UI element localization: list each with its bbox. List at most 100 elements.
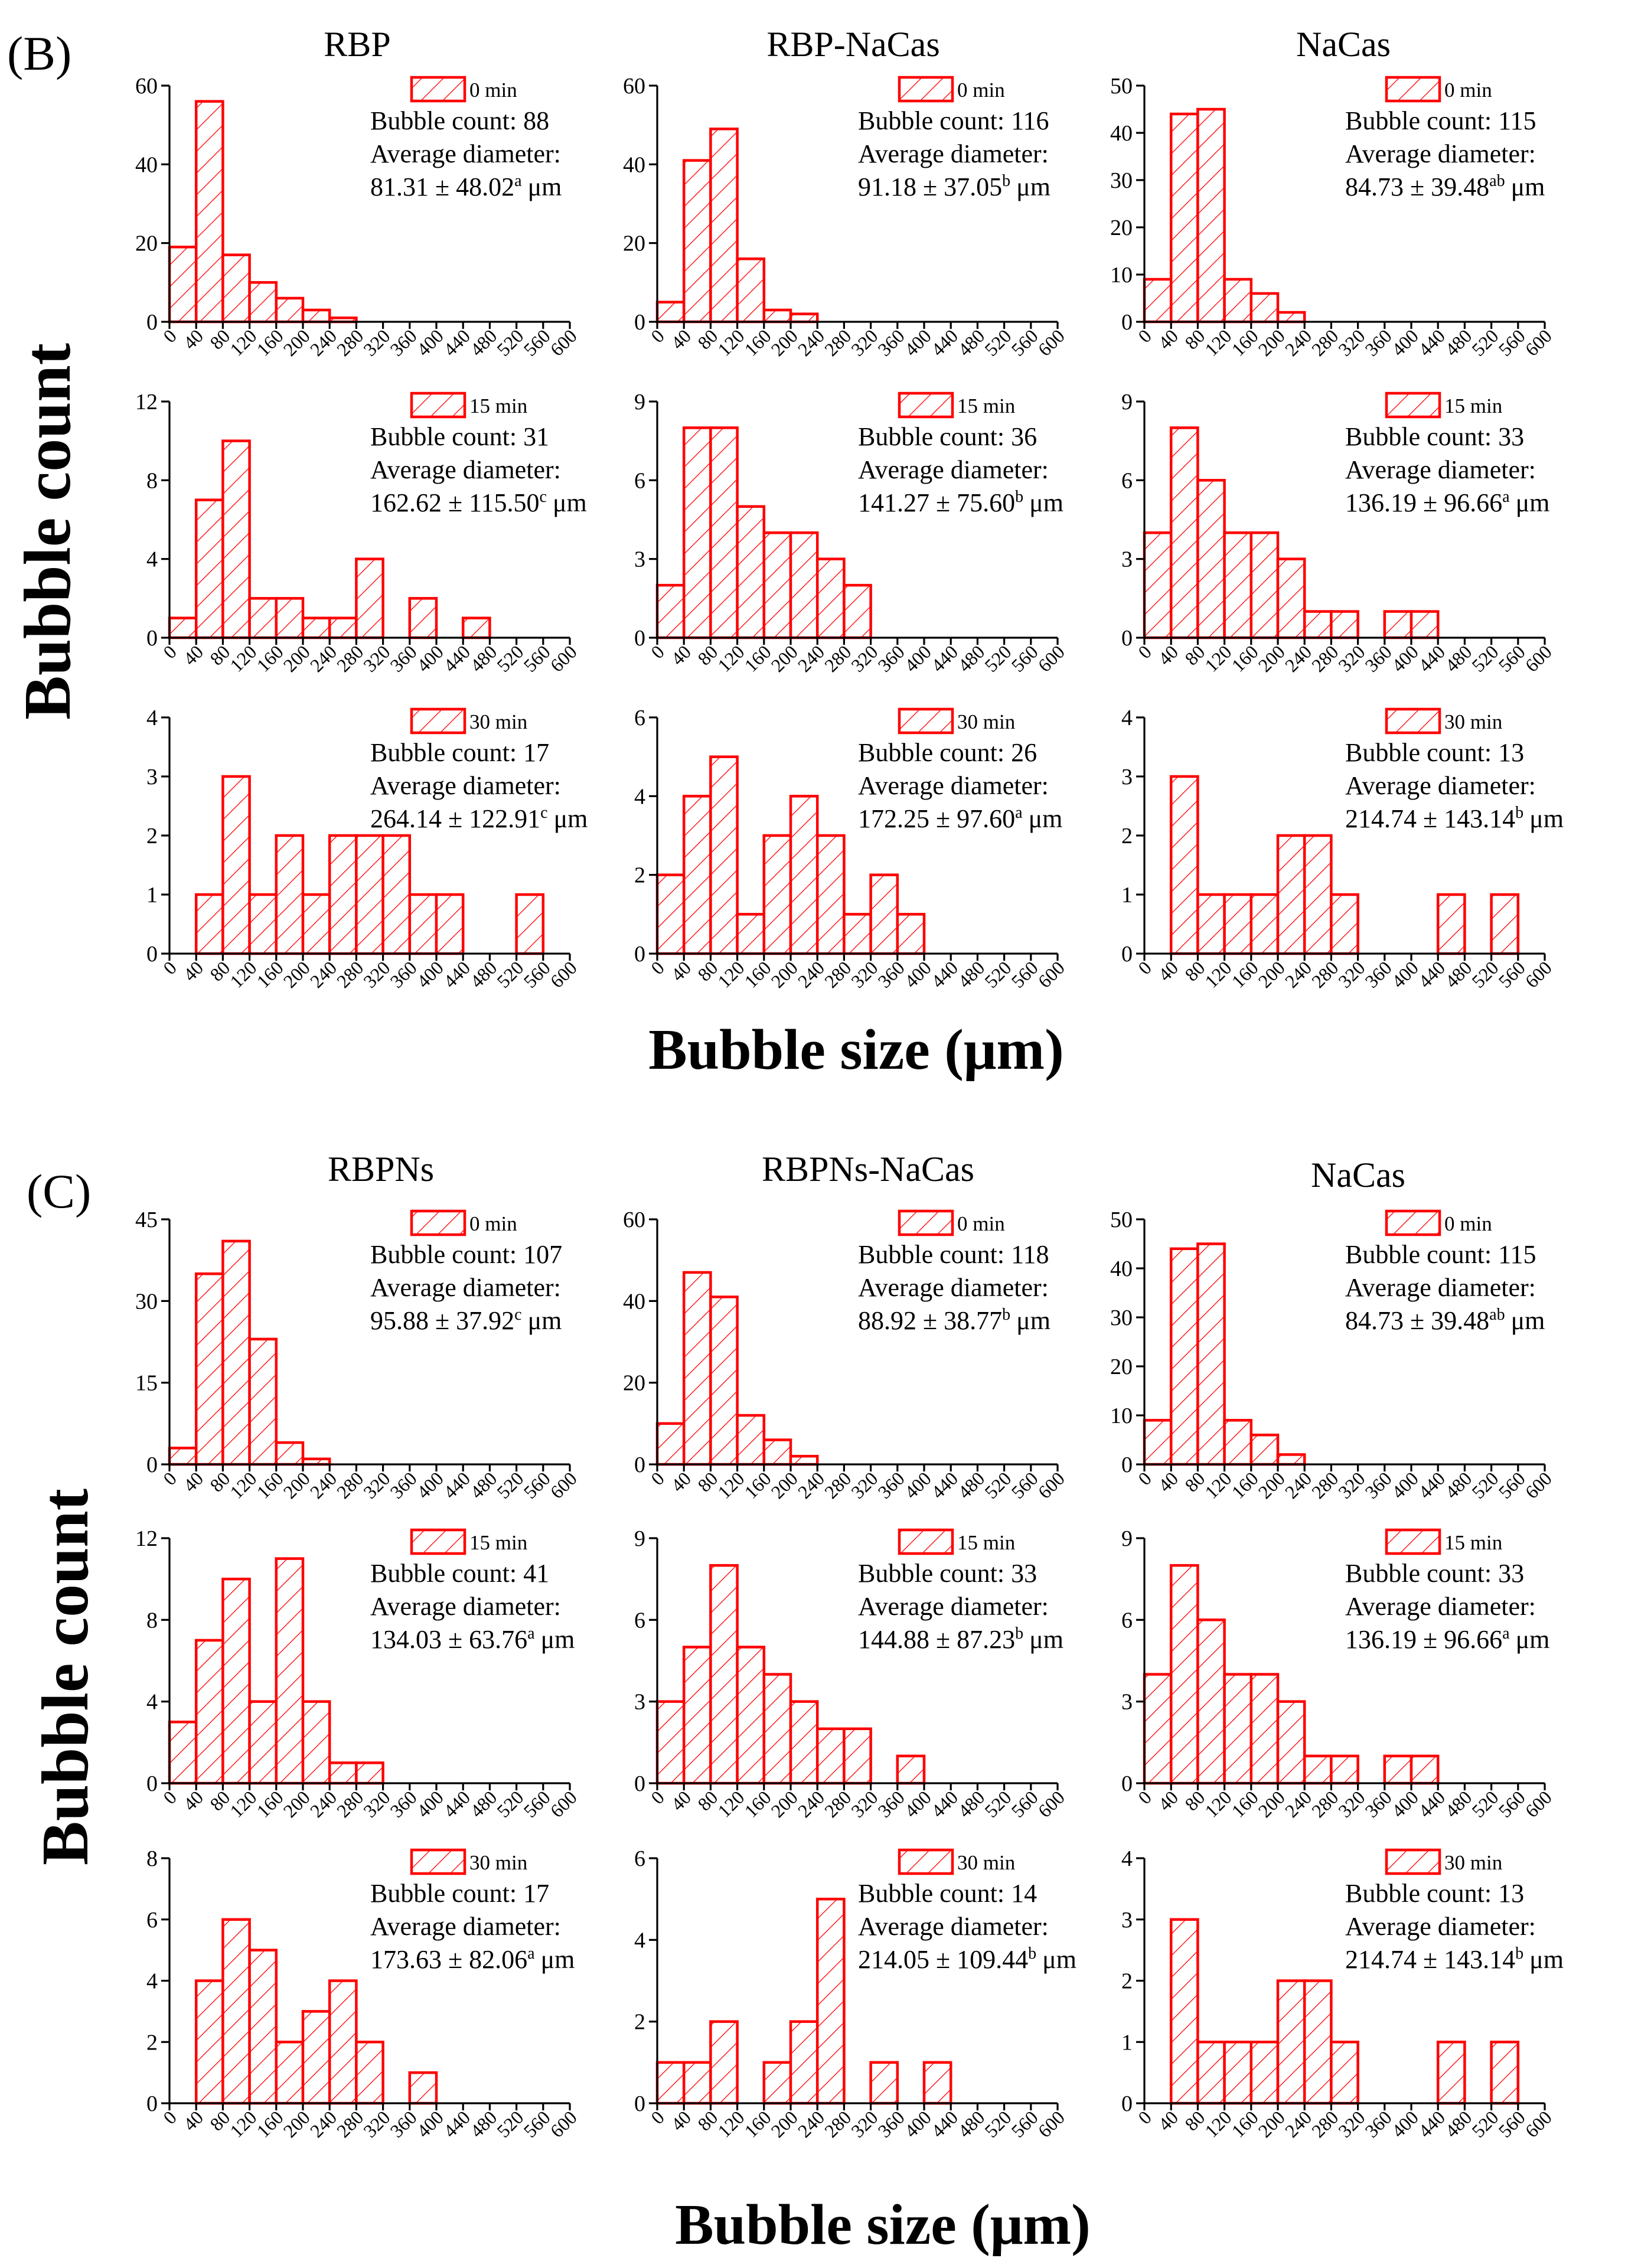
legend-swatch xyxy=(1385,1848,1441,1875)
average-diameter-label: Average diameter: xyxy=(858,139,1049,168)
legend-swatch xyxy=(1385,1528,1441,1555)
x-tick-label: 40 xyxy=(1154,325,1182,353)
average-value: 214.05 ± 109.44 xyxy=(858,1945,1028,1974)
histogram-bar xyxy=(1249,292,1280,324)
legend-label: 15 min xyxy=(1444,394,1502,417)
y-tick-label: 20 xyxy=(623,1371,645,1396)
average-diameter-label: Average diameter: xyxy=(1345,139,1536,168)
y-tick-label: 0 xyxy=(146,310,158,335)
x-tick-label: 40 xyxy=(667,1467,695,1496)
significance-superscript: c xyxy=(514,1306,521,1324)
legend-label: 30 min xyxy=(469,1851,527,1874)
x-tick-label: 600 xyxy=(1521,2106,1556,2141)
histogram-bar xyxy=(1330,1754,1359,1785)
average-diameter-label: Average diameter: xyxy=(1345,1912,1536,1941)
histogram-bar xyxy=(655,1700,686,1785)
unit-label: μm xyxy=(541,1945,575,1974)
histogram-bar xyxy=(435,893,465,955)
histogram-bar xyxy=(762,2061,792,2105)
histogram-bar xyxy=(194,1272,224,1466)
y-tick-label: 9 xyxy=(634,390,645,415)
histogram-bar xyxy=(194,100,224,324)
average-value: 214.74 ± 143.14 xyxy=(1345,804,1515,833)
y-tick-label: 0 xyxy=(1121,1771,1133,1796)
histogram-bar xyxy=(1196,2041,1226,2105)
unit-label: μm xyxy=(541,1625,575,1654)
histogram-bar xyxy=(869,873,899,955)
y-tick-label: 12 xyxy=(135,1526,158,1551)
unit-label: μm xyxy=(1016,172,1050,201)
legend-swatch xyxy=(410,707,466,735)
significance-superscript: b xyxy=(1002,172,1010,190)
average-value: 84.73 ± 39.48 xyxy=(1345,1306,1489,1335)
average-diameter-value: 136.19 ± 96.66a μm xyxy=(1345,1624,1549,1654)
histogram-b-1-2: 0204060040801201602002402803203604004404… xyxy=(623,74,1069,360)
average-value: 172.25 ± 97.60 xyxy=(858,804,1015,833)
histogram-bar xyxy=(221,1577,251,1785)
average-diameter-label: Average diameter: xyxy=(370,139,561,168)
histogram-bar xyxy=(275,597,305,639)
significance-superscript: a xyxy=(527,1944,535,1963)
x-tick-label: 40 xyxy=(667,1786,695,1815)
y-tick-label: 3 xyxy=(634,547,645,572)
unit-label: μm xyxy=(1516,1625,1550,1654)
significance-superscript: a xyxy=(527,1624,535,1643)
x-tick-label: 600 xyxy=(1034,641,1069,675)
y-tick-label: 9 xyxy=(1121,1526,1133,1551)
histogram-bar xyxy=(789,1454,819,1466)
x-tick-label: 600 xyxy=(1034,325,1069,360)
legend-label: 30 min xyxy=(957,1851,1015,1874)
y-tick-label: 4 xyxy=(146,706,158,730)
histogram-bar xyxy=(1196,893,1226,955)
average-diameter-value: 136.19 ± 96.66a μm xyxy=(1345,488,1549,517)
histogram-b-3-3: 0123404080120160200240280320360400440480… xyxy=(1121,706,1564,992)
panel-c-column-title-nacas: NaCas xyxy=(1311,1156,1405,1195)
histogram-bar xyxy=(275,834,305,955)
histogram-bar xyxy=(655,301,686,324)
y-tick-label: 0 xyxy=(1121,942,1133,967)
y-tick-label: 45 xyxy=(135,1208,158,1232)
histogram-bar xyxy=(1223,1673,1253,1785)
histogram-bar xyxy=(1169,112,1199,324)
x-tick-label: 40 xyxy=(1154,1786,1182,1815)
y-tick-label: 0 xyxy=(146,1771,158,1796)
y-tick-label: 0 xyxy=(634,1453,645,1477)
histogram-bar xyxy=(762,834,792,955)
significance-superscript: b xyxy=(1515,1944,1523,1963)
bubble-count-text: Bubble count: 36 xyxy=(858,422,1037,451)
average-diameter-label: Average diameter: xyxy=(858,1592,1049,1621)
bubble-count-text: Bubble count: 107 xyxy=(370,1240,562,1269)
histogram-bar xyxy=(1490,2041,1520,2105)
y-tick-label: 2 xyxy=(634,2010,645,2035)
legend-label: 0 min xyxy=(1444,1212,1492,1235)
average-diameter-label: Average diameter: xyxy=(370,1273,561,1302)
legend-swatch xyxy=(410,1209,466,1236)
histogram-bar xyxy=(248,1700,278,1785)
legend-label: 0 min xyxy=(469,1212,517,1235)
x-tick-label: 40 xyxy=(179,1467,207,1496)
histogram-bar xyxy=(301,2010,331,2105)
histogram-bar xyxy=(1143,1673,1173,1785)
bubble-count-text: Bubble count: 31 xyxy=(370,422,549,451)
legend-swatch xyxy=(1385,391,1441,419)
y-tick-label: 4 xyxy=(634,1928,645,1953)
histogram-b-3-1: 0123404080120160200240280320360400440480… xyxy=(146,706,588,992)
histogram-bar xyxy=(815,1897,846,2105)
histogram-bar xyxy=(709,2020,739,2105)
histogram-bar xyxy=(1249,893,1280,955)
histogram-b-1-1: 0204060040801201602002402803203604004404… xyxy=(135,74,581,360)
histogram-bar xyxy=(1223,893,1253,955)
average-diameter-label: Average diameter: xyxy=(1345,455,1536,484)
y-tick-label: 15 xyxy=(135,1371,158,1396)
y-tick-label: 30 xyxy=(1110,168,1133,193)
histogram-bar xyxy=(682,426,712,639)
average-value: 88.92 ± 38.77 xyxy=(858,1306,1002,1335)
unit-label: μm xyxy=(1529,804,1564,833)
histogram-bar xyxy=(1223,1419,1253,1466)
histogram-bar xyxy=(248,597,278,639)
average-diameter-value: 172.25 ± 97.60a μm xyxy=(858,804,1062,833)
histogram-bar xyxy=(1196,479,1226,639)
y-tick-label: 0 xyxy=(634,1771,645,1796)
y-tick-label: 9 xyxy=(634,1526,645,1551)
histogram-b-3-2: 0246040801201602002402803203604004404805… xyxy=(634,706,1069,992)
